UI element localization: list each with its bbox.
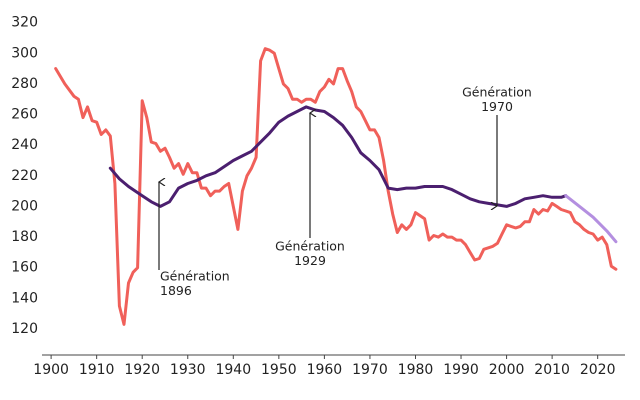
annotation: Génération (160, 269, 230, 284)
y-tick-label: 160 (11, 260, 38, 276)
annotation: Génération (462, 85, 532, 100)
annotation: 1929 (294, 253, 326, 268)
x-tick-label: 2010 (534, 362, 570, 378)
annotation: 1970 (481, 99, 513, 114)
y-tick-label: 280 (11, 76, 38, 92)
x-tick-label: 1960 (307, 362, 343, 378)
y-tick-label: 260 (11, 107, 38, 123)
y-tick-label: 180 (11, 229, 38, 245)
x-tick-label: 1980 (398, 362, 434, 378)
annotation: Génération (275, 239, 345, 254)
x-tick-label: 1920 (124, 362, 160, 378)
x-tick-label: 1940 (215, 362, 251, 378)
annotation-arrows (159, 113, 497, 270)
y-tick-label: 200 (11, 198, 38, 214)
series-line (54, 47, 618, 326)
x-tick-label: 2000 (489, 362, 525, 378)
x-tick-label: 1900 (33, 362, 69, 378)
annotation: 1896 (160, 283, 192, 298)
x-tick-label: 1990 (443, 362, 479, 378)
x-tick-label: 1950 (261, 362, 297, 378)
x-tick-label: 1910 (79, 362, 115, 378)
y-tick-label: 240 (11, 137, 38, 153)
y-tick-label: 220 (11, 168, 38, 184)
y-tick-label: 120 (11, 321, 38, 337)
y-tick-label: 320 (11, 15, 38, 31)
series-line (564, 194, 618, 244)
x-tick-label: 1970 (352, 362, 388, 378)
x-tick-label: 1930 (170, 362, 206, 378)
y-tick-label: 300 (11, 45, 38, 61)
x-tick-label: 2020 (580, 362, 616, 378)
y-tick-label: 140 (11, 290, 38, 306)
